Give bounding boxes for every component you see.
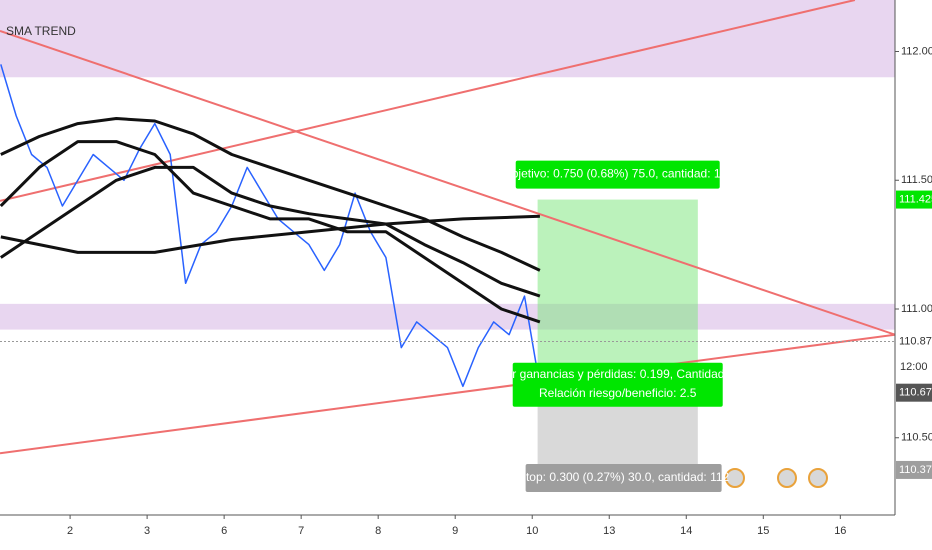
x-tick-label: 14 [680,525,692,537]
x-tick-label: 3 [144,525,150,537]
zone [0,303,895,330]
x-tick-label: 10 [526,525,538,537]
zone [0,0,895,78]
x-tick-label: 15 [757,525,769,537]
trendline [0,333,896,455]
trendline [0,29,896,336]
stop-label-box [525,463,722,492]
price-label: 110.874 [899,335,932,347]
series-line [0,165,541,298]
target-label: Objetivo: 0.750 (0.68%) 75.0, cantidad: … [502,167,733,181]
price-label-box [896,332,932,351]
y-tick-label: 111.500 [901,174,932,186]
trendline [0,0,856,202]
price-label-box [896,190,932,209]
pnl-label: Abrir ganancias y pérdidas: 0.199, Canti… [491,367,745,381]
x-tick-label: 2 [67,525,73,537]
target-zone [537,199,698,393]
ratio-label: Relación riesgo/beneficio: 2.5 [539,386,697,400]
target-label-box [515,160,720,189]
y-tick-label: 111.000 [901,303,932,315]
stop-label: Stop: 0.300 (0.27%) 30.0, cantidad: 112 [518,470,730,484]
x-tick-label: 13 [603,525,615,537]
x-tick-label: 8 [375,525,381,537]
x-tick-label: 7 [298,525,304,537]
chart-title: SMA TREND [6,24,76,38]
series-line [0,117,541,272]
price-label: 110.375 [899,464,932,476]
price-label: 110.675 [899,387,932,399]
time-label: 12:00 [900,361,928,373]
price-label-box [896,383,932,402]
pnl-label-box [512,362,723,407]
x-tick-label: 6 [221,525,227,537]
series-line [0,140,541,324]
series-line [0,214,540,254]
x-tick-label: 16 [834,525,846,537]
x-tick-label: 9 [452,525,458,537]
y-tick-label: 112.000 [901,45,932,57]
price-label-box [896,460,932,479]
price-label: 111.425 [899,193,932,205]
y-tick-label: 110.500 [901,432,932,444]
